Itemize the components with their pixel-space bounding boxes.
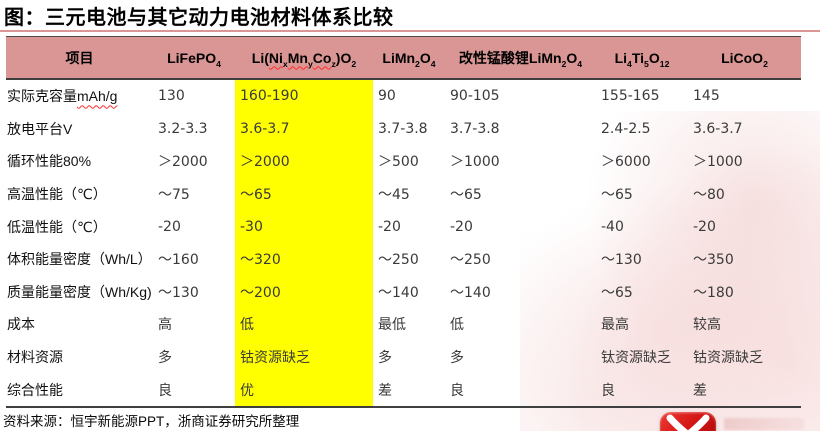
row-label-cell: 放电平台V <box>7 120 73 137</box>
value-cell: -20 <box>158 218 181 235</box>
value-cell: ～80 <box>693 187 725 204</box>
table-header-row: 项目 LiFePO4 Li(NixMnyCoz)O2 LiMn2O4 改性锰酸锂LiMn… <box>6 36 801 80</box>
value-cell: 多 <box>158 350 172 367</box>
row-label-cell: 成本 <box>7 316 35 333</box>
brand-logo <box>660 412 716 431</box>
value-cell: ～180 <box>693 284 734 301</box>
column-header: LiCoO2 <box>721 49 768 69</box>
value-cell: 最低 <box>378 317 406 334</box>
value-cell: ～65 <box>235 177 373 211</box>
value-cell: 钴资源缺乏 <box>235 340 373 374</box>
source-note: 资料来源：恒宇新能源PPT，浙商证券研究所整理 <box>3 414 300 429</box>
value-cell: 差 <box>378 382 392 399</box>
value-cell: -30 <box>235 210 373 243</box>
figure-title: 图：三元电池与其它动力电池材料体系比较 <box>4 7 394 29</box>
value-cell: 3.7-3.8 <box>378 120 428 137</box>
value-cell: 钛资源缺乏 <box>601 350 671 367</box>
value-cell: ＞2000 <box>235 145 373 178</box>
value-cell: 160-190 <box>235 80 373 113</box>
value-cell: ～65 <box>601 284 633 301</box>
value-cell: 多 <box>378 350 392 367</box>
table-row: 实际克容量 mAh/g 130 160-190 90 90-105 155-165 145 <box>6 80 801 113</box>
value-cell: 3.7-3.8 <box>450 120 500 137</box>
value-cell: ～130 <box>158 284 199 301</box>
value-cell: 良 <box>601 382 615 399</box>
value-cell: ～140 <box>378 284 419 301</box>
value-cell: 钴资源缺乏 <box>693 350 763 367</box>
value-cell: 低 <box>235 308 373 341</box>
value-cell: ～75 <box>158 187 190 204</box>
value-cell: 良 <box>450 382 464 399</box>
value-cell: -20 <box>450 218 473 235</box>
value-cell: 高 <box>158 317 172 334</box>
value-cell: ～160 <box>158 252 199 269</box>
table-row: 体积能量密度（Wh/L） ～160 ～320 ～250 ～250 ～130 ～350 <box>6 242 801 276</box>
value-cell: 最高 <box>601 317 629 334</box>
table-body: 实际克容量 mAh/g 130 160-190 90 90-105 155-165 145 放电… <box>6 80 801 408</box>
table-row: 质量能量密度（Wh/Kg) ～130 ～200 ～140 ～140 ～65 ～180 <box>6 275 801 309</box>
table-row: 低温性能（℃） -20 -30 -20 -20 -40 -20 <box>6 210 801 243</box>
value-cell: 155-165 <box>601 88 660 105</box>
value-cell: ～250 <box>450 252 491 269</box>
row-label-cell: 高温性能（℃） <box>7 186 107 203</box>
value-cell: 优 <box>235 373 373 406</box>
value-cell: ～45 <box>378 187 410 204</box>
value-cell: ～140 <box>450 284 491 301</box>
row-label-cell: 实际克容量 mAh/g <box>7 88 118 105</box>
row-label-cell: 循环性能80% <box>7 153 92 170</box>
table-row: 放电平台V 3.2-3.3 3.6-3.7 3.7-3.8 3.7-3.8 2.4-2.5… <box>6 112 801 146</box>
value-cell: ＞1000 <box>693 154 743 171</box>
row-label-cell: 质量能量密度（Wh/Kg) <box>7 283 152 300</box>
value-cell: 130 <box>158 88 185 105</box>
row-label-cell: 体积能量密度（Wh/L） <box>7 251 152 268</box>
column-header: 改性锰酸锂LiMn2O4 <box>458 49 583 69</box>
row-label-cell: 综合性能 <box>7 381 63 398</box>
value-cell: ＞500 <box>378 154 419 171</box>
value-cell: 2.4-2.5 <box>601 120 651 137</box>
table-row: 综合性能良优差良良差 <box>6 373 801 406</box>
column-header: LiMn2O4 <box>382 49 436 69</box>
column-header: 项目 <box>65 49 94 66</box>
value-cell: ＞2000 <box>158 154 208 171</box>
row-label-cell: 材料资源 <box>7 349 63 366</box>
value-cell: ＞1000 <box>450 154 500 171</box>
table-row: 高温性能（℃） ～75 ～65 ～45 ～65 ～65 ～80 <box>6 177 801 211</box>
column-header: LiFePO4 <box>167 49 221 69</box>
value-cell: 3.6-3.7 <box>235 112 373 146</box>
value-cell: ～350 <box>693 252 734 269</box>
value-cell: ～320 <box>235 242 373 276</box>
table-row: 成本高低最低低最高 较高 <box>6 308 801 341</box>
value-cell: ～250 <box>378 252 419 269</box>
value-cell: 90 <box>378 88 396 105</box>
value-cell: 多 <box>450 350 464 367</box>
column-header: Li4Ti5O12 <box>614 49 670 69</box>
value-cell: 3.6-3.7 <box>693 120 743 137</box>
value-cell: 低 <box>450 317 464 334</box>
table-row: 材料资源多钴资源缺乏多多钛资源缺乏 钴资源缺乏 <box>6 340 801 374</box>
value-cell: ～65 <box>601 187 633 204</box>
value-cell: 3.2-3.3 <box>158 120 208 137</box>
value-cell: ～130 <box>601 252 642 269</box>
value-cell: 较高 <box>693 317 721 334</box>
value-cell: -20 <box>378 218 401 235</box>
value-cell: ～200 <box>235 275 373 309</box>
value-cell: 145 <box>693 88 720 105</box>
value-cell: 差 <box>693 382 707 399</box>
title-divider <box>0 30 820 32</box>
value-cell: -40 <box>601 218 624 235</box>
logo-mark-icon <box>666 414 710 431</box>
value-cell: 90-105 <box>450 88 500 105</box>
row-label-cell: 低温性能（℃） <box>7 218 107 235</box>
value-cell: 良 <box>158 382 172 399</box>
value-cell: ＞6000 <box>601 154 651 171</box>
value-cell: ～65 <box>450 187 482 204</box>
logo-text-ghost <box>724 418 804 430</box>
column-header: Li(NixMnyCoz)O2 <box>251 49 357 69</box>
battery-comparison-table: 项目 LiFePO4 Li(NixMnyCoz)O2 LiMn2O4 改性锰酸锂LiMn… <box>6 36 801 408</box>
table-row: 循环性能80% ＞2000 ＞2000 ＞500 ＞1000 ＞6000 ＞1000 <box>6 145 801 178</box>
value-cell: -20 <box>693 218 716 235</box>
